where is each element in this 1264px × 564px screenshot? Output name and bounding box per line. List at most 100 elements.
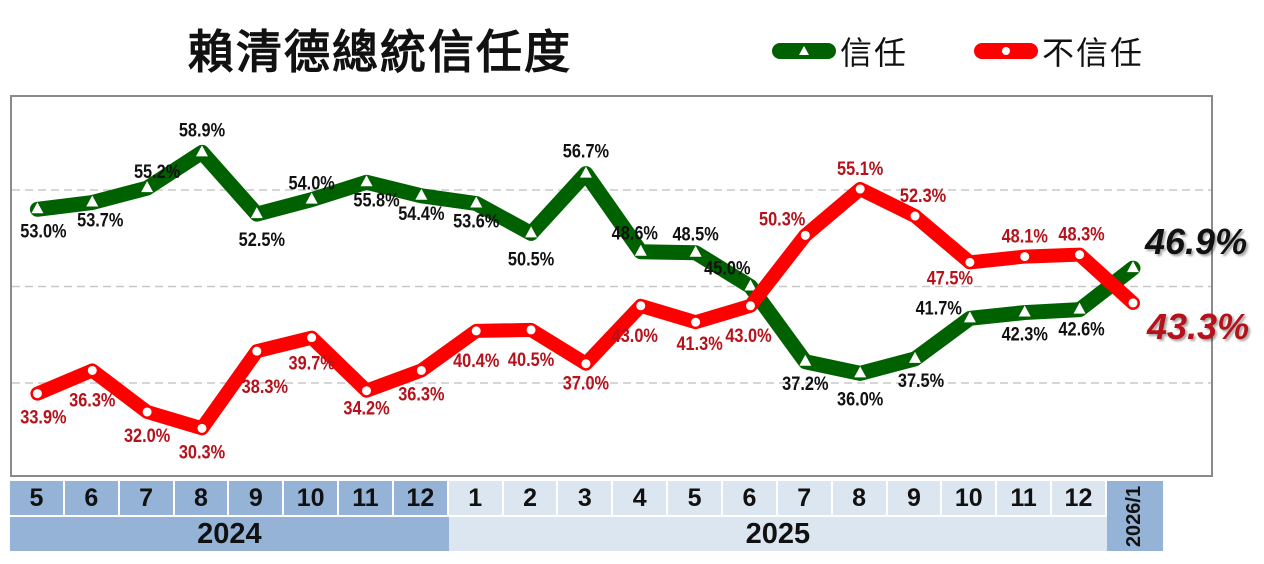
distrust-circle-marker-icon (87, 365, 97, 375)
trust-triangle-marker-icon (525, 226, 538, 238)
x-axis-month-2025-5: 5 (668, 481, 723, 515)
distrust-circle-marker-icon (32, 389, 42, 399)
distrust-data-label: 30.3% (179, 441, 226, 462)
trust-data-label: 54.4% (398, 203, 445, 224)
year-row: 2024 2025 (10, 517, 1107, 551)
x-axis-year-2024: 2024 (10, 517, 449, 551)
x-axis-month-2024-10: 10 (284, 481, 340, 515)
trust-data-label: 48.6% (612, 223, 659, 244)
distrust-data-label: 36.3% (398, 383, 445, 404)
trust-data-label: 55.2% (134, 161, 181, 182)
trust-data-label: 58.9% (179, 119, 226, 140)
legend-trust-line-icon (772, 43, 836, 59)
x-axis-label-2026-1: 2026/1 (1123, 485, 1146, 547)
trust-data-label: 42.6% (1058, 319, 1105, 340)
distrust-data-label: 48.3% (1058, 223, 1105, 244)
distrust-data-label: 50.3% (759, 208, 806, 229)
x-axis-month-2025-10: 10 (942, 481, 998, 515)
x-axis-month-2024-9: 9 (229, 481, 285, 515)
trust-triangle-marker-icon (1018, 305, 1031, 317)
trust-triangle-marker-icon (31, 202, 44, 214)
distrust-data-label: 43.0% (612, 325, 659, 346)
trust-data-label: 41.7% (916, 297, 963, 318)
trust-triangle-marker-icon (360, 175, 373, 187)
x-axis-month-2025-7: 7 (777, 481, 833, 515)
distrust-data-label: 41.3% (676, 333, 723, 354)
x-axis-month-2025-2: 2 (503, 481, 559, 515)
trust-triangle-marker-icon (1127, 261, 1139, 273)
x-axis-month-2025-8: 8 (832, 481, 888, 515)
distrust-data-label: 37.0% (563, 373, 610, 394)
chart-title: 賴清德總統信任度 (188, 25, 572, 79)
x-axis-month-2024-11: 11 (339, 481, 394, 515)
trust-data-label: 53.6% (453, 210, 500, 231)
distrust-circle-marker-icon (581, 359, 591, 369)
distrust-circle-marker-icon (307, 333, 317, 343)
x-axis-month-2024-6: 6 (64, 481, 120, 515)
trust-triangle-marker-icon (86, 195, 99, 207)
trust-triangle-marker-icon (744, 279, 757, 291)
distrust-data-label: 34.2% (343, 398, 390, 419)
trust-data-label: 52.5% (239, 229, 286, 250)
legend-distrust-line-icon (974, 43, 1038, 59)
x-axis-month-2025-11: 11 (997, 481, 1053, 515)
distrust-data-label: 39.7% (289, 352, 336, 373)
distrust-data-label: 33.9% (20, 406, 67, 427)
trust-triangle-marker-icon (909, 351, 922, 363)
month-row: 5 6 7 8 9 10 11 12 1 2 3 4 5 6 7 8 9 10 11 12 (10, 481, 1107, 515)
distrust-circle-marker-icon (800, 230, 810, 240)
distrust-circle-marker-icon (1075, 250, 1085, 260)
trust-triangle-marker-icon (579, 166, 592, 178)
trust-triangle-marker-icon (141, 181, 154, 193)
x-axis-month-2024-5: 5 (10, 481, 65, 515)
x-axis-month-2025-1: 1 (448, 481, 504, 515)
distrust-data-label: 55.1% (837, 158, 884, 179)
x-axis-month-2025-12: 12 (1052, 481, 1107, 515)
trust-data-label: 42.3% (1002, 323, 1049, 344)
legend-distrust-label: 不信任 (1042, 34, 1145, 72)
distrust-circle-marker-icon (471, 326, 481, 336)
trust-triangle-marker-icon (250, 207, 263, 219)
distrust-circle-marker-icon (252, 346, 262, 356)
distrust-circle-marker-icon (416, 365, 426, 375)
trust-data-label: 46.9% (1144, 221, 1247, 262)
distrust-circle-marker-icon (745, 301, 755, 311)
trust-data-label: 50.5% (508, 248, 555, 269)
distrust-circle-marker-icon (855, 184, 865, 194)
trust-triangle-marker-icon (689, 245, 702, 257)
trust-data-label: 53.0% (20, 220, 67, 241)
x-axis-month-2025-9: 9 (887, 481, 943, 515)
distrust-data-label: 52.3% (900, 185, 947, 206)
trust-data-label: 56.7% (563, 140, 610, 161)
x-axis-month-2025-4: 4 (613, 481, 669, 515)
trust-triangle-marker-icon (963, 311, 976, 323)
x-axis-month-2024-8: 8 (174, 481, 230, 515)
trust-triangle-marker-icon (799, 354, 812, 366)
x-axis-month-2024-12: 12 (393, 481, 449, 515)
distrust-circle-marker-icon (197, 423, 207, 433)
distrust-data-label: 43.3% (1146, 306, 1249, 347)
x-axis-month-2025-3: 3 (558, 481, 614, 515)
distrust-circle-marker-icon (691, 317, 701, 327)
distrust-data-label: 43.0% (725, 325, 772, 346)
trust-data-label: 48.5% (672, 224, 719, 245)
trust-data-label: 54.0% (289, 172, 336, 193)
distrust-circle-marker-icon (362, 386, 372, 396)
distrust-circle-marker-icon (965, 257, 975, 267)
trust-triangle-marker-icon (415, 188, 428, 200)
x-axis-table: 5 6 7 8 9 10 11 12 1 2 3 4 5 6 7 8 9 10 11 12 2024 2025 2026… (10, 481, 1163, 551)
x-axis-year-2025: 2025 (448, 517, 1107, 551)
distrust-data-label: 40.4% (453, 350, 500, 371)
legend-trust-label: 信任 (840, 34, 909, 72)
trust-data-label: 45.0% (704, 257, 751, 278)
trust-triangle-marker-icon (1073, 302, 1086, 314)
distrust-circle-marker-icon (1020, 252, 1030, 262)
trust-data-label: 55.8% (353, 189, 400, 210)
distrust-circle-marker-icon (526, 325, 536, 335)
distrust-data-label: 40.5% (508, 349, 555, 370)
distrust-circle-marker-icon (910, 211, 920, 221)
distrust-data-label: 47.5% (927, 267, 974, 288)
distrust-circle-marker-icon (1128, 298, 1138, 308)
x-axis-month-2024-7: 7 (119, 481, 175, 515)
trust-triangle-marker-icon (854, 366, 867, 378)
